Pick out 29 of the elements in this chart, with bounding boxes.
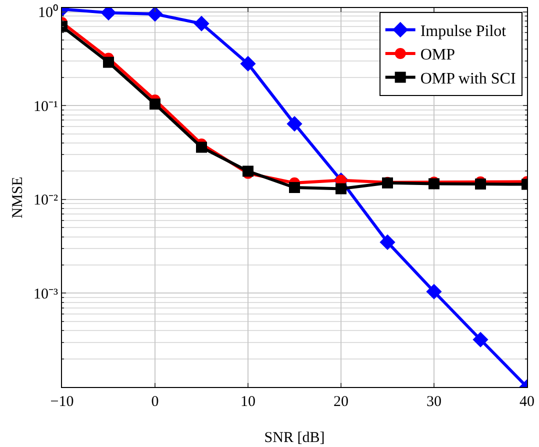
point [336, 183, 346, 194]
point [286, 116, 302, 132]
x-tick-label: 20 [334, 394, 348, 410]
point [475, 178, 486, 190]
point [380, 234, 396, 250]
point [147, 8, 163, 22]
y-tick-label: 10⁻² [34, 192, 58, 209]
x-tick-label: 30 [426, 394, 442, 410]
point [196, 142, 207, 153]
line-series [62, 8, 527, 387]
point [240, 56, 256, 72]
y-tick-label: 10⁻³ [34, 286, 58, 302]
point [426, 284, 442, 300]
x-tick-label: −10 [50, 394, 74, 410]
legend-label: Impulse Pilot [420, 22, 507, 40]
x-tick-label: 40 [520, 394, 534, 410]
x-tick-label: 0 [151, 394, 159, 410]
y-tick-label: 10⁻¹ [34, 98, 58, 115]
point [472, 332, 488, 348]
point [289, 182, 300, 194]
x-tick-label: 10 [240, 394, 256, 410]
legend-label: OMP [420, 46, 456, 64]
point [150, 98, 160, 110]
point [103, 56, 114, 68]
legend-label: OMP with SCI [420, 70, 516, 88]
y-tick-label: 10⁰ [38, 4, 58, 22]
point [194, 16, 210, 32]
y-axis-title: NMSE [10, 176, 26, 218]
x-axis-title: SNR [dB] [264, 430, 325, 446]
